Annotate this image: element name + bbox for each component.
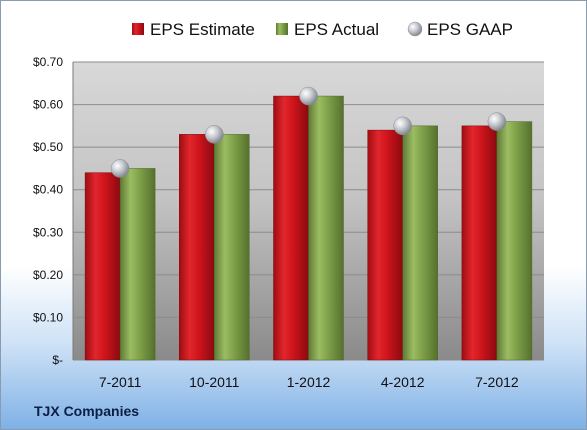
legend: EPS Estimate EPS Actual EPS GAAP	[132, 20, 513, 39]
legend-label: EPS GAAP	[427, 20, 513, 39]
bar-eps-estimate	[179, 134, 215, 361]
company-label: TJX Companies	[34, 403, 140, 419]
bar-eps-actual	[308, 95, 344, 361]
legend-label: EPS Estimate	[150, 20, 255, 39]
y-axis: $- $0.10 $0.20 $0.30 $0.40 $0.50 $0.60 $0.70	[33, 55, 74, 367]
bars	[84, 95, 533, 361]
bar-eps-actual	[402, 125, 438, 361]
point-eps-gaap	[487, 112, 507, 131]
y-tick-label: $-	[52, 353, 63, 367]
bar-eps-actual	[214, 134, 250, 361]
x-tick-label: 10-2011	[189, 374, 240, 390]
legend-marker-eps-estimate	[132, 23, 144, 35]
point-eps-gaap	[299, 86, 318, 106]
legend-marker-eps-actual	[276, 23, 288, 35]
y-tick-label: $0.30	[33, 225, 63, 239]
bar-eps-estimate	[461, 125, 498, 361]
x-tick-label: 1-2012	[287, 374, 331, 390]
y-tick-label: $0.10	[33, 310, 63, 324]
y-tick-label: $0.20	[33, 268, 63, 282]
bar-eps-estimate	[367, 129, 403, 361]
x-tick-label: 7-2011	[99, 374, 142, 390]
bar-eps-actual	[119, 168, 156, 361]
y-tick-label: $0.50	[33, 140, 63, 154]
point-eps-gaap	[393, 116, 412, 136]
point-eps-gaap	[205, 125, 224, 144]
bar-eps-estimate	[84, 172, 121, 361]
point-eps-gaap	[110, 159, 130, 178]
x-tick-label: 4-2012	[381, 374, 425, 390]
legend-marker-eps-gaap	[407, 21, 423, 37]
y-tick-label: $0.60	[33, 98, 63, 112]
legend-label: EPS Actual	[294, 20, 379, 39]
x-tick-label: 7-2012	[475, 374, 519, 390]
x-axis: 7-2011 10-2011 1-2012 4-2012 7-2012	[99, 374, 519, 390]
y-tick-label: $0.70	[33, 55, 63, 69]
gaap-points	[110, 86, 507, 178]
bar-eps-estimate	[273, 95, 309, 361]
bar-eps-actual	[496, 121, 533, 361]
y-tick-label: $0.40	[33, 183, 63, 197]
